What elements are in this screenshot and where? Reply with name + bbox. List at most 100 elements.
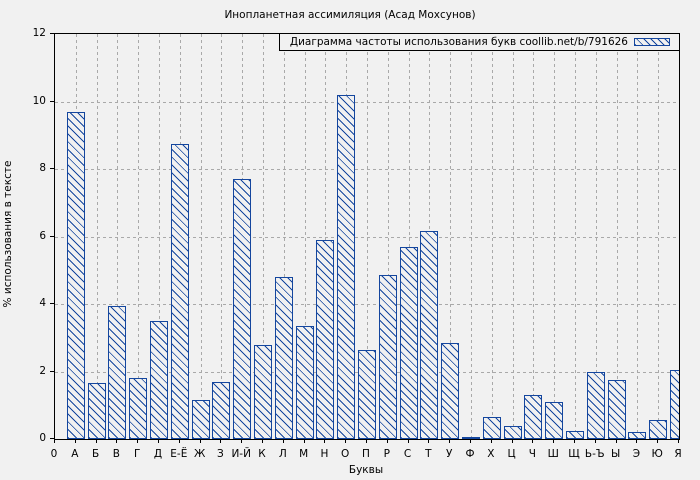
y-tickmark-0: [50, 438, 54, 439]
x-tick-label-Д: Д: [153, 448, 163, 460]
y-tick-label-4: 4: [39, 297, 46, 309]
y-tickmark-2: [50, 371, 54, 372]
x-tick-label-К: К: [258, 448, 266, 460]
bar-Ц: [503, 425, 522, 439]
x-axis-title: Буквы: [348, 464, 384, 476]
x-tick-label-Ю: Ю: [651, 448, 663, 460]
x-tick-label-В: В: [112, 448, 120, 460]
x-tick-label-Х: Х: [487, 448, 495, 460]
bar-Ж: [191, 400, 210, 439]
y-tickmark-6: [50, 236, 54, 237]
x-tick-label-Р: Р: [383, 448, 390, 460]
x-tickmark-Д: [158, 439, 159, 443]
y-tick-label-8: 8: [39, 162, 46, 174]
x-tick-label-И-Й: И-Й: [231, 448, 251, 460]
gridline-x-Щ: [575, 34, 576, 439]
bar-Л: [274, 277, 293, 439]
x-tickmark-Щ: [574, 439, 575, 443]
gridline-x-Ч: [533, 34, 534, 439]
x-tick-label-З: З: [217, 448, 224, 460]
x-tick-label-Ь-Ъ: Ь-Ъ: [584, 448, 605, 460]
gridline-x-М: [305, 34, 306, 439]
x-tick-label-Ы: Ы: [610, 448, 621, 460]
x-tick-label-А: А: [71, 448, 79, 460]
x-tick-label-Л: Л: [278, 448, 287, 460]
bar-В: [108, 305, 127, 439]
x-tickmark-К: [262, 439, 263, 443]
x-tick-label-Щ: Щ: [568, 448, 580, 460]
x-tick-label-Ч: Ч: [528, 448, 536, 460]
bar-Г: [129, 378, 148, 439]
bar-Е-Ё: [170, 143, 189, 439]
gridline-x-У: [450, 34, 451, 439]
bar-Ь-Ъ: [586, 371, 605, 439]
x-tickmark-Ю: [657, 439, 658, 443]
x-tickmark-Ш: [553, 439, 554, 443]
x-tick-label-0: 0: [50, 448, 58, 460]
bar-Ю: [649, 420, 668, 439]
x-tick-label-Ф: Ф: [465, 448, 475, 460]
bar-Я: [670, 369, 679, 439]
gridline-x-Ф: [471, 34, 472, 439]
x-tickmark-Г: [137, 439, 138, 443]
x-tickmark-И-Й: [241, 439, 242, 443]
gridline-x-Ш: [554, 34, 555, 439]
x-tickmark-Е-Ё: [179, 439, 180, 443]
bar-Ф: [462, 437, 480, 439]
x-tickmark-Ф: [470, 439, 471, 443]
x-tickmark-В: [116, 439, 117, 443]
x-tick-label-Э: Э: [632, 448, 641, 460]
bar-Х: [482, 417, 501, 439]
x-tick-label-Н: Н: [320, 448, 329, 460]
bar-Щ: [566, 430, 584, 439]
bar-Ы: [607, 379, 626, 439]
x-tick-label-М: М: [299, 448, 309, 460]
bar-С: [399, 246, 418, 439]
x-tickmark-С: [408, 439, 409, 443]
y-tickmark-10: [50, 101, 54, 102]
gridline-x-Ю: [658, 34, 659, 439]
legend-swatch-hatched-bar-icon: [634, 38, 670, 46]
x-tickmark-Э: [636, 439, 637, 443]
x-tickmark-Л: [283, 439, 284, 443]
x-tickmark-Т: [428, 439, 429, 443]
gridline-x-Л: [284, 34, 285, 439]
x-tick-label-Г: Г: [133, 448, 141, 460]
x-tick-label-С: С: [403, 448, 412, 460]
y-tick-label-6: 6: [39, 229, 46, 242]
bar-Б: [87, 383, 106, 439]
bar-Р: [378, 275, 397, 439]
bar-А: [66, 111, 85, 439]
x-tick-label-Ц: Ц: [507, 448, 516, 460]
x-tickmark-Ч: [532, 439, 533, 443]
gridline-x-С: [409, 34, 410, 439]
x-tickmark-З: [220, 439, 221, 443]
y-tick-label-12: 12: [32, 27, 46, 39]
x-tick-label-Я: Я: [674, 448, 682, 460]
gridline-x-Ь-Ъ: [596, 34, 597, 439]
bar-Т: [420, 231, 439, 439]
legend: Диаграмма частоты использования букв coo…: [279, 34, 679, 51]
gridline-x-В: [117, 34, 118, 439]
gridline-x-З: [221, 34, 222, 439]
x-tick-label-Б: Б: [91, 448, 100, 460]
gridline-x-К: [263, 34, 264, 439]
bar-Ш: [545, 401, 564, 439]
y-tick-label-2: 2: [39, 364, 46, 377]
bar-Ч: [524, 395, 543, 439]
bar-И-Й: [233, 179, 252, 439]
bar-З: [212, 381, 231, 439]
bar-М: [295, 325, 314, 439]
gridline-x-Р: [388, 34, 389, 439]
gridline-x-П: [367, 34, 368, 439]
bar-П: [358, 349, 376, 439]
bar-У: [441, 342, 460, 439]
x-tickmark-М: [304, 439, 305, 443]
chart-title: Инопланетная ассимиляция (Асад Мохсунов): [224, 9, 476, 21]
x-tickmark-А: [75, 439, 76, 443]
y-tick-label-10: 10: [32, 94, 46, 107]
gridline-x-Н: [325, 34, 326, 439]
x-tickmark-О: [345, 439, 346, 443]
bar-Н: [316, 239, 335, 439]
